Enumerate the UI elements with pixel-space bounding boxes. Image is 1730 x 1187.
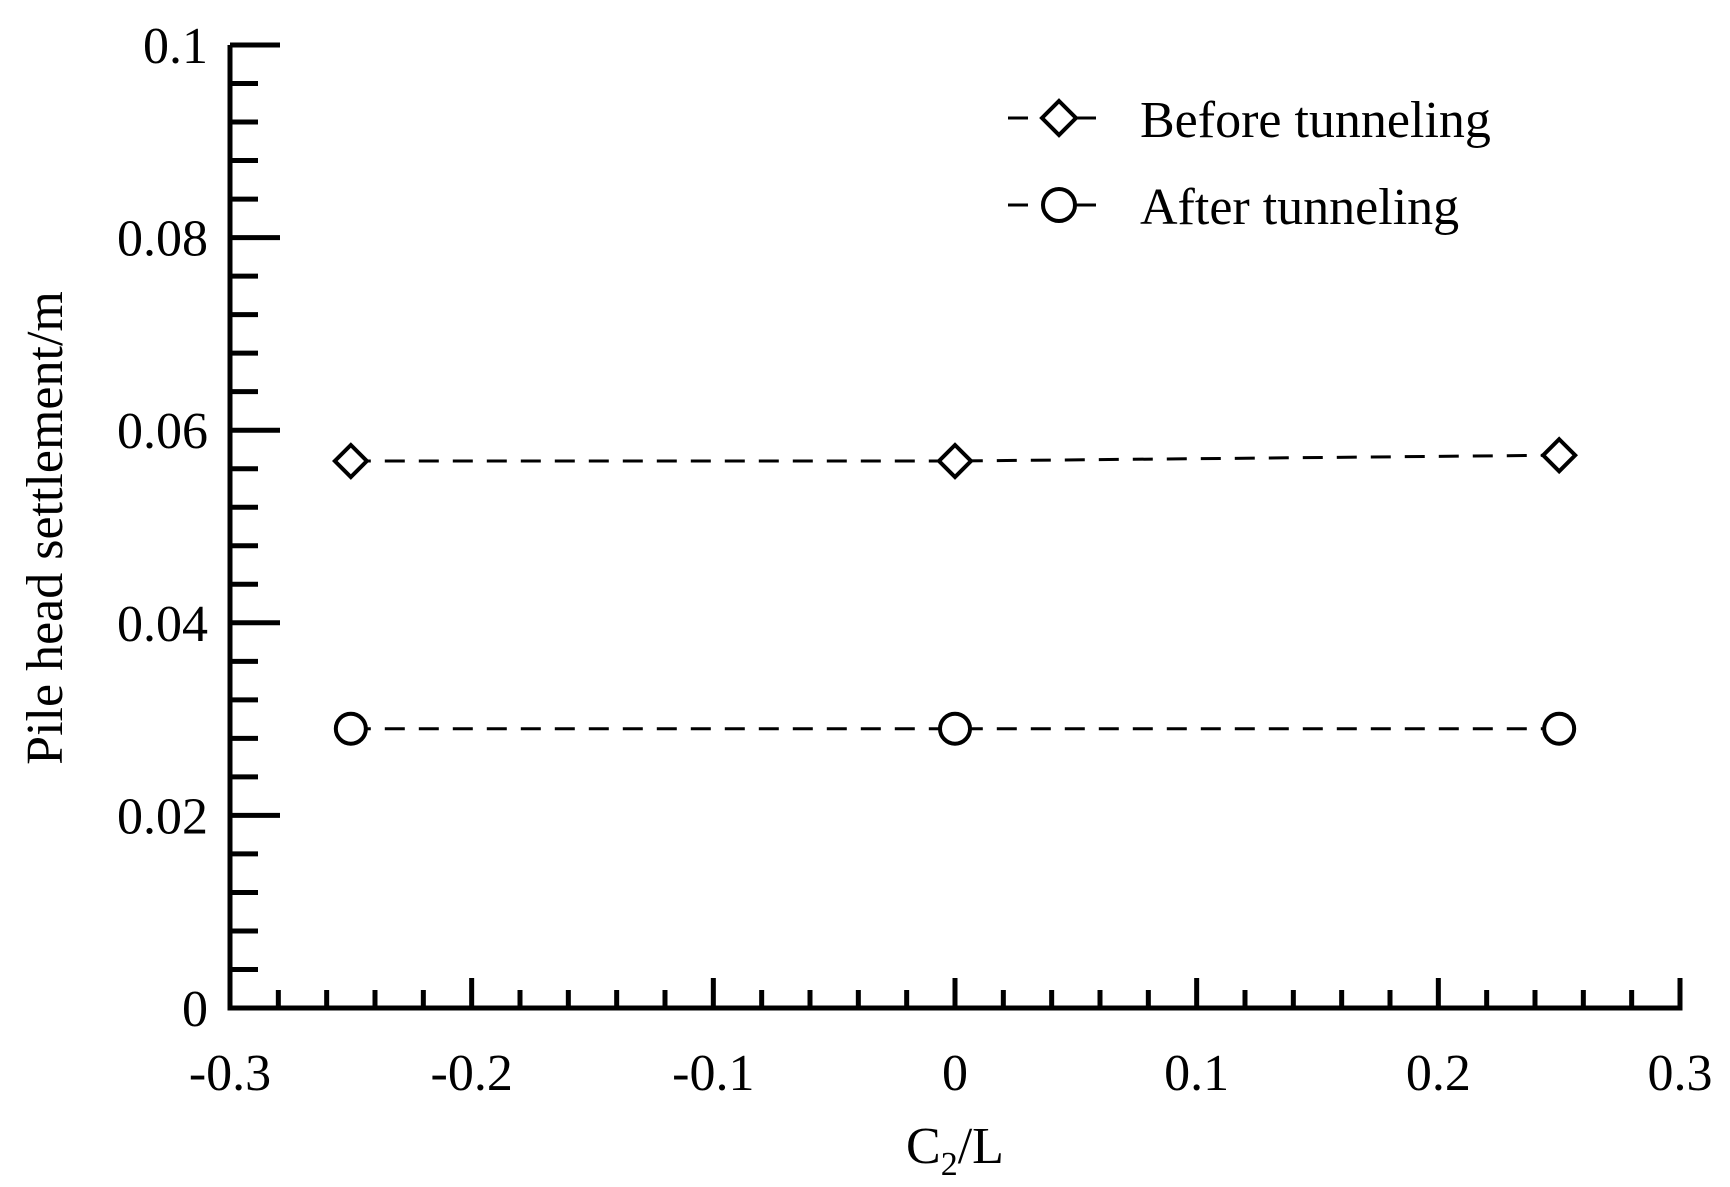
data-point-circle xyxy=(1542,711,1577,746)
y-tick-label: 0.06 xyxy=(117,403,208,460)
data-point-diamond xyxy=(1540,436,1578,475)
x-tick-label: -0.3 xyxy=(189,1045,271,1102)
axes-frame xyxy=(227,45,1683,1011)
legend: Before tunneling After tunneling xyxy=(1008,92,1491,236)
series-layer xyxy=(332,436,1578,746)
y-tick-label: 0 xyxy=(182,981,208,1038)
x-axis-title-subscript: 2 xyxy=(941,1146,958,1183)
legend-item-before: Before tunneling xyxy=(1008,92,1491,149)
x-tick-label: -0.2 xyxy=(431,1045,513,1102)
y-tick-label: 0.08 xyxy=(117,211,208,268)
x-tick-label: 0.3 xyxy=(1648,1045,1713,1102)
x-tick-label: 0 xyxy=(942,1045,968,1102)
ticks-layer xyxy=(227,42,1683,1011)
data-point-circle xyxy=(938,711,972,746)
y-tick-label: 0.04 xyxy=(117,596,208,653)
data-point-diamond xyxy=(936,442,974,480)
tick-labels-layer: -0.3 -0.2 -0.1 0 0.1 0.2 0.3 0 0.02 0.04 0.06 0.08 0… xyxy=(117,18,1713,1102)
y-tick-label: 0.02 xyxy=(117,788,208,845)
x-tick-label: -0.1 xyxy=(672,1045,754,1102)
data-point-diamond xyxy=(332,442,370,480)
x-axis-title-rest: /L xyxy=(958,1118,1004,1175)
x-axis-title-main: C xyxy=(906,1118,941,1175)
y-axis-title: Pile head settlement/m xyxy=(17,291,74,765)
legend-item-after: After tunneling xyxy=(1008,179,1459,236)
x-axis-title: C2/L xyxy=(906,1118,1004,1183)
legend-circle-marker xyxy=(1041,187,1077,223)
legend-label-before: Before tunneling xyxy=(1140,92,1491,149)
y-tick-label: 0.1 xyxy=(143,18,208,75)
data-point-circle xyxy=(333,711,368,746)
legend-diamond-marker xyxy=(1039,98,1079,138)
legend-label-after: After tunneling xyxy=(1140,179,1459,236)
x-tick-label: 0.1 xyxy=(1164,1045,1229,1102)
x-tick-label: 0.2 xyxy=(1406,1045,1471,1102)
